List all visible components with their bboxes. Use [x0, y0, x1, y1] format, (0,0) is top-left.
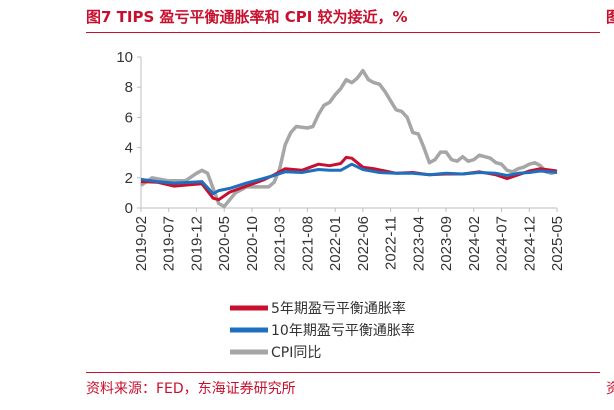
- source-divider: [86, 372, 600, 373]
- y-tick-label: 0: [125, 200, 133, 217]
- source-note: 资料来源：FED，东海证券研究所: [86, 381, 296, 397]
- x-tick-label: 2021-03: [272, 216, 289, 271]
- y-axis: 0 2 4 6 8 10: [116, 49, 142, 217]
- series-cpi-yoy-line: [140, 68, 558, 209]
- x-tick-label: 2021-08: [299, 216, 316, 271]
- legend-label: 5年期盈亏平衡通胀率: [271, 300, 406, 317]
- x-tick-label: 2019-02: [133, 216, 150, 271]
- adjacent-source-fragment: 资: [606, 381, 614, 397]
- title-divider: [86, 32, 600, 33]
- x-tick-label: 2019-07: [161, 216, 178, 271]
- adjacent-figure-title-fragment: 图: [606, 8, 614, 26]
- chart-title: 图7 TIPS 盈亏平衡通胀率和 CPI 较为接近，%: [86, 8, 408, 26]
- x-tick-label: 2020-05: [216, 216, 233, 271]
- y-tick-label: 6: [125, 109, 133, 126]
- x-tick-label: 2024-07: [494, 216, 511, 271]
- series-10y-breakeven-line: [140, 162, 558, 196]
- series-lines: [140, 68, 558, 209]
- x-tick-label: 2025-05: [549, 216, 566, 271]
- x-tick-label: 2024-02: [466, 216, 483, 271]
- legend: 5年期盈亏平衡通胀率 10年期盈亏平衡通胀率 CPI同比: [230, 300, 415, 361]
- x-tick-label: 2022-11: [383, 216, 400, 270]
- x-tick-label: 2022-01: [327, 216, 344, 271]
- y-tick-label: 2: [125, 170, 133, 187]
- x-axis: 2019-02 2019-07 2019-12 2020-05 2020-10 2021-…: [133, 207, 566, 271]
- x-tick-label: 2020-10: [244, 216, 261, 271]
- x-tick-label: 2022-06: [355, 216, 372, 271]
- legend-label: 10年期盈亏平衡通胀率: [271, 322, 415, 339]
- legend-label: CPI同比: [271, 345, 321, 361]
- x-tick-label: 2023-04: [410, 216, 427, 271]
- y-tick-label: 4: [125, 140, 133, 157]
- x-tick-label: 2023-09: [438, 216, 455, 271]
- x-tick-label: 2019-12: [188, 216, 205, 271]
- x-tick-label: 2024-12: [521, 216, 538, 271]
- y-tick-label: 10: [116, 49, 133, 66]
- y-tick-label: 8: [125, 79, 133, 96]
